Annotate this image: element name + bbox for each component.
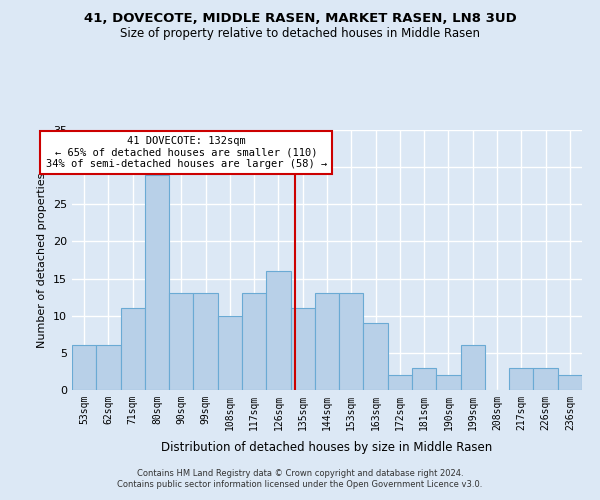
Bar (242, 294, 266, 390)
Bar (145, 174, 169, 390)
Text: Distribution of detached houses by size in Middle Rasen: Distribution of detached houses by size … (161, 441, 493, 454)
Bar (388, 375, 412, 390)
Bar (461, 346, 485, 390)
Bar (364, 323, 388, 390)
Bar (96, 346, 121, 390)
Bar (218, 316, 242, 390)
Bar (509, 368, 533, 390)
Y-axis label: Number of detached properties: Number of detached properties (37, 172, 47, 348)
Bar (72, 346, 96, 390)
Text: 41, DOVECOTE, MIDDLE RASEN, MARKET RASEN, LN8 3UD: 41, DOVECOTE, MIDDLE RASEN, MARKET RASEN… (83, 12, 517, 26)
Bar (121, 308, 145, 390)
Bar (290, 308, 315, 390)
Text: Contains public sector information licensed under the Open Government Licence v3: Contains public sector information licen… (118, 480, 482, 489)
Bar (266, 271, 290, 390)
Bar (169, 294, 193, 390)
Bar (315, 294, 339, 390)
Bar (193, 294, 218, 390)
Text: Size of property relative to detached houses in Middle Rasen: Size of property relative to detached ho… (120, 28, 480, 40)
Bar (412, 368, 436, 390)
Text: Contains HM Land Registry data © Crown copyright and database right 2024.: Contains HM Land Registry data © Crown c… (137, 468, 463, 477)
Bar (339, 294, 364, 390)
Bar (558, 375, 582, 390)
Bar (533, 368, 558, 390)
Bar (436, 375, 461, 390)
Text: 41 DOVECOTE: 132sqm
← 65% of detached houses are smaller (110)
34% of semi-detac: 41 DOVECOTE: 132sqm ← 65% of detached ho… (46, 136, 327, 169)
